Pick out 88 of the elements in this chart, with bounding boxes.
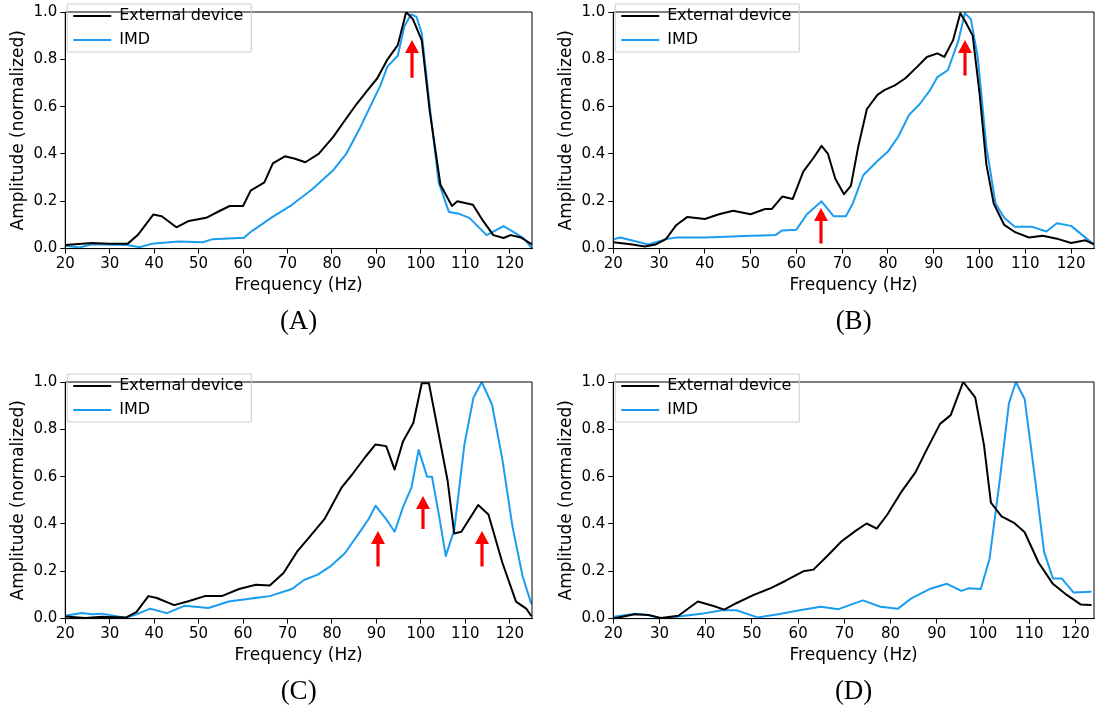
y-tick-label: 0.8 [581,49,606,68]
x-tick-label: 40 [144,624,164,643]
x-tick-label: 110 [451,624,480,643]
x-tick-label: 60 [786,254,806,273]
x-tick-label: 120 [495,624,525,643]
x-tick-label: 120 [1061,624,1090,643]
x-tick-label: 80 [322,254,342,273]
text: (B) [835,305,872,336]
x-tick-label: 50 [189,624,209,643]
x-tick-label: 90 [924,254,944,273]
x-tick-label: 30 [100,254,120,273]
text: (A) [279,305,318,336]
x-tick-label: 90 [927,624,947,643]
x-tick-label: 30 [649,254,669,273]
x-tick-label: 110 [451,254,480,273]
y-tick-label: 0.0 [33,238,58,257]
x-tick-label: 50 [742,624,762,643]
x-tick-label: 70 [277,254,298,273]
x-tick-label: 100 [406,624,436,643]
legend-label: IMD [667,399,699,419]
x-tick-label: 40 [696,624,716,643]
y-tick-label: 0.4 [33,513,58,532]
x-tick-label: 20 [603,254,623,273]
y-tick-label: 1.0 [581,371,606,390]
y-tick-label: 1.0 [33,1,58,20]
y-tick-label: 0.6 [581,466,606,485]
x-tick-label: 40 [144,254,164,273]
x-tick-label: 30 [100,624,120,643]
legend-label: IMD [119,399,151,419]
legend-label: External device [119,375,244,395]
x-tick-label: 60 [233,624,253,643]
x-tick-label: 110 [1011,254,1040,273]
x-tick-label: 120 [495,254,525,273]
x-axis-title: Frequency (Hz) [789,644,918,665]
x-tick-label: 90 [366,624,386,643]
y-tick-label: 0.8 [581,419,606,438]
text: (C) [280,675,317,706]
x-tick-label: 70 [834,624,854,643]
x-axis-title: Frequency (Hz) [234,644,363,665]
x-tick-label: 80 [881,624,901,643]
legend-label: External device [667,5,792,25]
y-tick-label: 1.0 [33,371,58,390]
y-tick-label: 0.6 [33,96,58,115]
y-tick-label: 0.8 [33,49,58,68]
y-axis-title: Amplitude (normalized) [6,400,27,601]
x-axis-title: Frequency (Hz) [234,274,363,295]
x-tick-label: 20 [55,254,75,273]
y-tick-label: 0.4 [33,143,58,162]
y-tick-label: 0.2 [33,561,58,580]
x-tick-label: 90 [366,254,386,273]
y-tick-label: 0.0 [33,608,58,627]
y-tick-label: 0.4 [581,513,606,532]
x-tick-label: 40 [695,254,715,273]
x-axis-title: Frequency (Hz) [789,274,918,295]
legend-label: IMD [119,29,151,49]
x-tick-label: 50 [189,254,209,273]
legend-label: IMD [667,29,699,49]
x-tick-label: 110 [1014,624,1044,643]
x-tick-label: 80 [878,254,898,273]
y-tick-label: 0.2 [581,191,606,210]
y-tick-label: 0.2 [33,191,58,210]
y-tick-label: 0.8 [33,419,58,438]
x-tick-label: 120 [1056,254,1086,273]
y-tick-label: 0.0 [581,238,606,257]
x-tick-label: 60 [233,254,253,273]
legend-label: External device [667,375,792,395]
x-tick-label: 100 [406,254,436,273]
y-tick-label: 0.2 [581,561,606,580]
y-tick-label: 0.4 [581,143,606,162]
y-axis-title: Amplitude (normalized) [6,30,27,231]
y-axis-title: Amplitude (normalized) [554,400,575,601]
x-tick-label: 20 [603,624,623,643]
y-tick-label: 0.0 [581,608,606,627]
y-tick-label: 0.6 [581,96,606,115]
legend-label: External device [119,5,244,25]
text: (D) [834,675,873,706]
y-tick-label: 1.0 [581,1,606,20]
x-tick-label: 80 [322,624,342,643]
y-axis-title: Amplitude (normalized) [554,30,575,231]
x-tick-label: 50 [741,254,761,273]
x-tick-label: 20 [55,624,75,643]
y-tick-label: 0.6 [33,466,58,485]
x-tick-label: 100 [968,624,998,643]
x-tick-label: 100 [965,254,994,273]
x-tick-label: 60 [788,624,808,643]
x-tick-label: 70 [277,624,298,643]
x-tick-label: 70 [832,254,852,273]
x-tick-label: 30 [649,624,670,643]
